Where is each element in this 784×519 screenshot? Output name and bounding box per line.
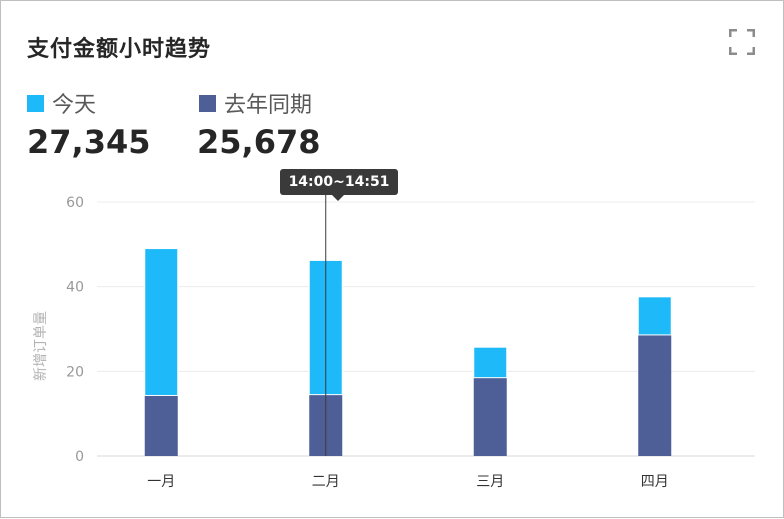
legend-swatch-today: [27, 94, 44, 112]
legend-item-last-year[interactable]: 去年同期: [199, 87, 312, 119]
metric-last-year-value: 25,678: [197, 123, 321, 161]
legend-swatch-last-year: [199, 94, 216, 112]
bar-segment: [473, 377, 507, 456]
y-tick-label: 60: [66, 195, 84, 211]
legend-label-last-year: 去年同期: [224, 93, 313, 118]
fullscreen-icon-glyph: [728, 28, 756, 56]
y-axis-label: 新增订单量: [33, 311, 49, 381]
x-tick-label: 四月: [641, 474, 669, 490]
metric-today-value: 27,345: [27, 123, 151, 161]
bar-segment: [637, 296, 672, 336]
y-tick-label: 0: [75, 449, 84, 465]
x-tick-label: 二月: [312, 474, 340, 490]
bar-segment: [144, 395, 178, 456]
legend-label-today: 今天: [52, 93, 97, 118]
x-tick-label: 一月: [147, 474, 175, 490]
fullscreen-icon[interactable]: [728, 28, 756, 56]
card-title: 支付金额小时趋势: [27, 37, 212, 62]
legend-item-today[interactable]: 今天: [27, 87, 96, 119]
bar-segment: [144, 248, 179, 396]
x-tick-label: 三月: [476, 474, 504, 490]
y-tick-label: 20: [66, 364, 84, 380]
bar-segment: [473, 346, 508, 379]
bar-segment: [638, 334, 672, 456]
chart-tooltip: 14:00~14:51: [280, 169, 398, 201]
y-tick-label: 40: [66, 280, 84, 296]
